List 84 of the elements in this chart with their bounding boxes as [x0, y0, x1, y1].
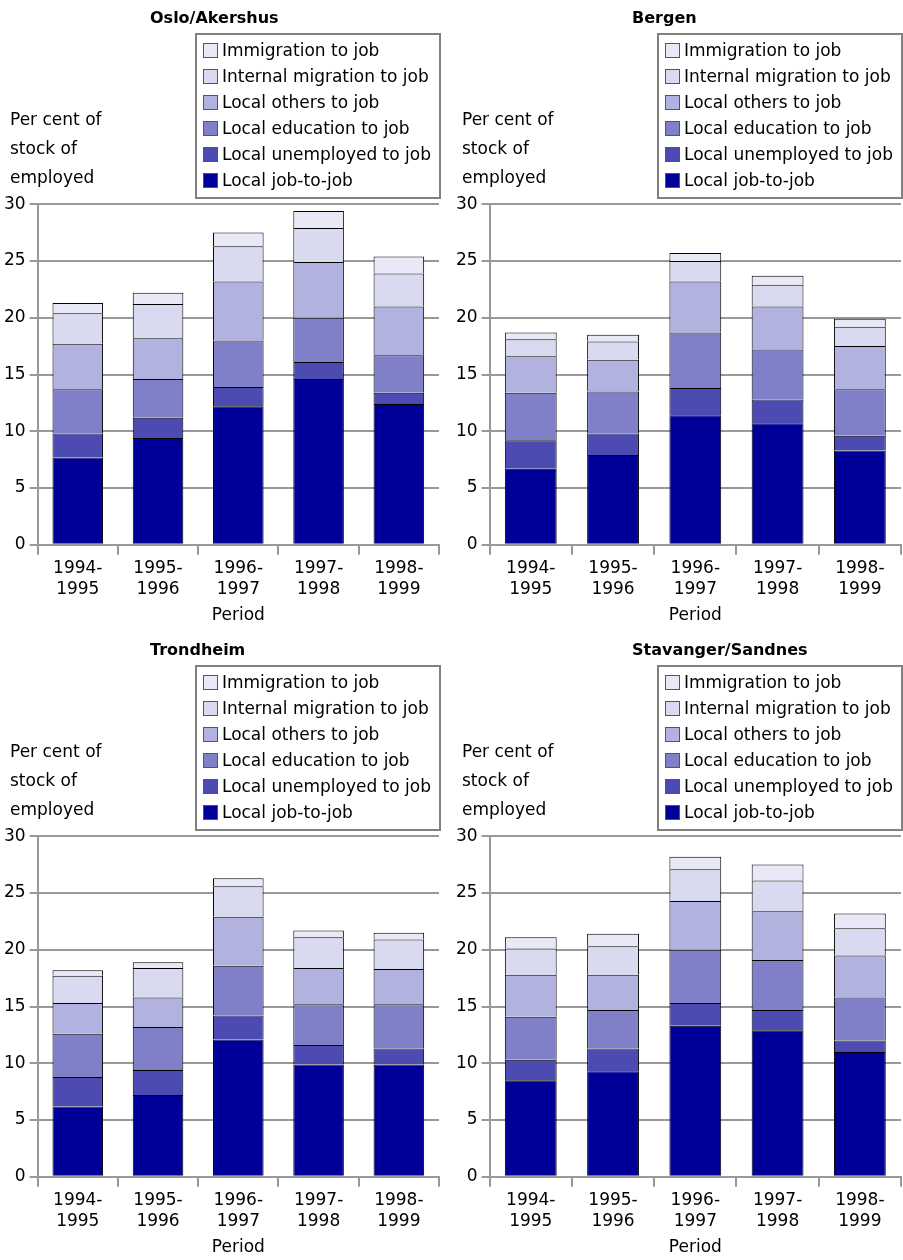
legend-label: Local job-to-job: [221, 801, 353, 824]
legend-label: Local unemployed to job: [683, 143, 893, 166]
legend-label: Local job-to-job: [683, 169, 815, 192]
y-tick-label: 10: [455, 419, 478, 440]
x-tick-label: 1995-1996: [588, 1189, 638, 1230]
y-axis-title: Per cent of stock of employed: [462, 740, 555, 821]
y-tick-label: 0: [14, 533, 26, 554]
y-tick-label: 0: [466, 1165, 478, 1186]
legend-label: Immigration to job: [221, 39, 380, 62]
y-tick-label: 0: [466, 533, 478, 554]
y-tick-label: 15: [455, 362, 478, 383]
y-tick-label: 30: [455, 192, 478, 213]
x-tick-label: 1996-1997: [670, 1189, 721, 1230]
chart-title: Bergen: [632, 8, 697, 27]
x-tick-label: 1994-1995: [506, 557, 556, 598]
x-tick-label: 1995-1996: [133, 1189, 183, 1230]
legend-label: Local others to job: [221, 723, 380, 746]
y-tick-label: 15: [3, 994, 26, 1015]
y-tick-label: 15: [455, 994, 478, 1015]
legend-label: Local unemployed to job: [221, 775, 431, 798]
legend-label: Local others to job: [221, 91, 380, 114]
x-tick-label: 1997-1998: [752, 1189, 803, 1230]
y-tick-label: 30: [455, 824, 478, 845]
legend-label: Local unemployed to job: [683, 775, 893, 798]
y-axis-title: Per cent of stock of employed: [462, 108, 555, 189]
chart-title: Trondheim: [150, 640, 246, 659]
x-tick-label: 1997-1998: [293, 557, 344, 598]
x-tick-label: 1994-1995: [53, 557, 103, 598]
y-tick-label: 10: [3, 419, 26, 440]
chart-title: Stavanger/Sandnes: [632, 640, 808, 659]
x-tick-label: 1995-1996: [133, 557, 183, 598]
y-tick-label: 5: [466, 476, 478, 497]
y-tick-label: 5: [14, 476, 26, 497]
x-tick-label: 1996-1997: [213, 1189, 264, 1230]
y-tick-label: 30: [3, 192, 26, 213]
legend-label: Local others to job: [683, 91, 842, 114]
legend-label: Local education to job: [683, 749, 872, 772]
y-tick-label: 10: [455, 1051, 478, 1072]
legend-label: Local job-to-job: [221, 169, 353, 192]
legend-label: Local education to job: [221, 117, 410, 140]
legend-label: Local others to job: [683, 723, 842, 746]
y-tick-label: 25: [3, 881, 26, 902]
x-axis-title: Period: [668, 1236, 722, 1257]
legend-label: Local education to job: [683, 117, 872, 140]
x-tick-label: 1994-1995: [506, 1189, 556, 1230]
x-tick-label: 1997-1998: [752, 557, 803, 598]
x-tick-label: 1995-1996: [588, 557, 638, 598]
y-tick-label: 20: [455, 306, 478, 327]
y-tick-label: 30: [3, 824, 26, 845]
x-tick-label: 1996-1997: [213, 557, 264, 598]
y-tick-label: 15: [3, 362, 26, 383]
legend-label: Internal migration to job: [221, 697, 429, 720]
x-tick-label: 1998-1999: [374, 1189, 424, 1230]
x-axis-title: Period: [668, 604, 722, 625]
y-axis-title: Per cent of stock of employed: [10, 108, 103, 189]
y-tick-label: 20: [3, 306, 26, 327]
y-tick-label: 25: [455, 881, 478, 902]
legend-label: Internal migration to job: [221, 65, 429, 88]
x-tick-label: 1998-1999: [835, 1189, 885, 1230]
legend-label: Local unemployed to job: [221, 143, 431, 166]
x-tick-label: 1998-1999: [374, 557, 424, 598]
x-tick-label: 1997-1998: [293, 1189, 344, 1230]
y-tick-label: 0: [14, 1165, 26, 1186]
legend-label: Internal migration to job: [683, 65, 891, 88]
x-tick-label: 1998-1999: [835, 557, 885, 598]
legend-label: Immigration to job: [683, 671, 842, 694]
x-axis-title: Period: [211, 604, 265, 625]
legend-label: Local education to job: [221, 749, 410, 772]
legend-label: Local job-to-job: [683, 801, 815, 824]
y-tick-label: 5: [14, 1108, 26, 1129]
y-tick-label: 25: [455, 249, 478, 270]
legend-label: Internal migration to job: [683, 697, 891, 720]
y-tick-label: 20: [455, 938, 478, 959]
y-axis-title: Per cent of stock of employed: [10, 740, 103, 821]
y-tick-label: 5: [466, 1108, 478, 1129]
y-tick-label: 25: [3, 249, 26, 270]
y-tick-label: 10: [3, 1051, 26, 1072]
x-axis-title: Period: [211, 1236, 265, 1257]
x-tick-label: 1996-1997: [670, 557, 721, 598]
chart-title: Oslo/Akershus: [150, 8, 279, 27]
legend-label: Immigration to job: [683, 39, 842, 62]
y-tick-label: 20: [3, 938, 26, 959]
legend-label: Immigration to job: [221, 671, 380, 694]
x-tick-label: 1994-1995: [53, 1189, 103, 1230]
